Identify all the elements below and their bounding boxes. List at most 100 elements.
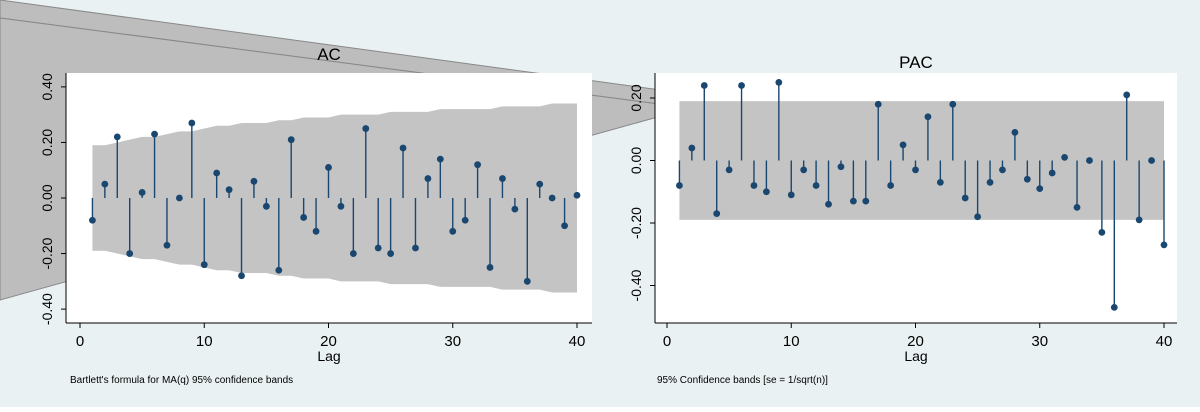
pac-xlabel: Lag <box>904 348 927 364</box>
pac-point-lag-19 <box>899 141 907 149</box>
ac-point-lag-12 <box>225 186 233 194</box>
ac-point-lag-36 <box>523 277 531 285</box>
pac-point-lag-24 <box>961 194 969 202</box>
ac-y-tick-label-2: 0.00 <box>39 184 55 211</box>
pac-point-lag-4 <box>713 210 721 218</box>
ac-point-lag-10 <box>200 261 208 269</box>
ac-point-lag-9 <box>188 119 196 127</box>
pac-x-tick-label-40: 40 <box>1156 333 1173 350</box>
pac-x-tick-label-30: 30 <box>1031 333 1048 350</box>
pac-point-lag-6 <box>738 82 745 89</box>
ac-point-lag-19 <box>312 227 320 235</box>
ac-x-tick-label-10: 10 <box>196 333 213 350</box>
pac-point-lag-2 <box>688 144 696 152</box>
ac-point-lag-24 <box>374 244 382 252</box>
pac-point-lag-26 <box>986 178 994 186</box>
pac-point-lag-7 <box>750 182 758 189</box>
ac-point-lag-39 <box>561 222 568 230</box>
ac-x-tick-label-40: 40 <box>569 333 586 350</box>
ac-point-lag-21 <box>337 202 345 210</box>
pac-point-lag-14 <box>837 163 845 171</box>
ac-point-lag-17 <box>287 136 295 144</box>
pac-note: 95% Confidence bands [se = 1/sqrt(n)] <box>657 375 828 386</box>
pac-point-lag-28 <box>1011 128 1019 136</box>
ac-point-lag-14 <box>250 177 258 185</box>
ac-point-lag-35 <box>511 205 519 213</box>
pac-point-lag-33 <box>1073 203 1081 211</box>
pac-point-lag-5 <box>725 166 733 174</box>
ac-point-lag-23 <box>362 125 370 132</box>
ac-point-lag-28 <box>424 175 432 182</box>
ac-stems <box>89 119 581 285</box>
ac-xlabel: Lag <box>317 348 340 364</box>
ac-x-tick-label-20: 20 <box>320 333 337 350</box>
ac-point-lag-13 <box>238 272 245 280</box>
ac-point-lag-4 <box>126 250 134 257</box>
pac-point-lag-37 <box>1123 91 1131 99</box>
pac-point-lag-18 <box>887 182 895 189</box>
pac-y-tick-label-2: 0.00 <box>628 147 644 174</box>
ac-point-lag-29 <box>436 155 444 163</box>
pac-point-lag-21 <box>924 113 932 121</box>
ac-point-lag-5 <box>138 189 146 196</box>
pac-x-tick-label-0: 0 <box>663 333 671 350</box>
pac-x-tick-label-20: 20 <box>907 333 924 350</box>
pac-point-lag-31 <box>1048 169 1056 177</box>
ac-point-lag-40 <box>573 191 581 199</box>
ac-point-lag-22 <box>349 250 357 257</box>
ac-point-lag-3 <box>113 133 121 141</box>
pac-point-lag-3 <box>700 82 708 89</box>
pac-point-lag-34 <box>1086 157 1093 164</box>
ac-note: Bartlett's formula for MA(q) 95% confide… <box>70 375 293 386</box>
ac-point-lag-38 <box>548 194 556 202</box>
ac-point-lag-37 <box>536 180 544 188</box>
pac-point-lag-13 <box>825 200 832 208</box>
pac-point-lag-29 <box>1023 175 1031 183</box>
ac-point-lag-18 <box>300 214 308 221</box>
pac-confidence-band <box>679 101 1164 220</box>
ac-point-lag-25 <box>387 250 395 257</box>
ac-point-lag-6 <box>151 130 158 138</box>
ac-y-tick-label-0: -0.40 <box>39 293 55 325</box>
pac-point-lag-36 <box>1110 303 1118 311</box>
pac-point-lag-32 <box>1061 153 1068 161</box>
pac-point-lag-38 <box>1135 216 1143 224</box>
ac-axes: 0 10 20 30 40 -0.40 -0.20 0.00 0.20 0.40 <box>39 73 592 350</box>
pac-point-lag-40 <box>1160 241 1168 249</box>
ac-point-lag-1 <box>89 216 96 224</box>
pac-point-lag-15 <box>849 197 857 205</box>
pac-band-area <box>679 101 1164 220</box>
ac-y-tick-label-4: 0.40 <box>39 73 55 100</box>
pac-point-lag-20 <box>912 166 919 174</box>
ac-point-lag-8 <box>176 194 183 202</box>
ac-point-lag-27 <box>412 244 419 252</box>
pac-y-tick-label-1: -0.20 <box>628 207 644 239</box>
ac-x-tick-label-30: 30 <box>444 333 461 350</box>
pac-point-lag-1 <box>676 182 683 189</box>
pac-point-lag-23 <box>949 100 957 108</box>
ac-point-lag-30 <box>449 227 457 235</box>
ac-y-tick-label-3: 0.20 <box>39 129 55 156</box>
pac-x-tick-label-10: 10 <box>783 333 800 350</box>
ac-y-tick-label-1: -0.20 <box>39 237 55 269</box>
pac-point-lag-30 <box>1036 185 1044 193</box>
pac-axes: 0 10 20 30 40 -0.40 -0.20 0.00 0.20 <box>628 73 1177 350</box>
ac-point-lag-34 <box>499 175 506 182</box>
ac-x-tick-label-0: 0 <box>76 333 84 350</box>
ac-point-lag-16 <box>275 266 283 274</box>
ac-confidence-band <box>92 103 578 293</box>
ac-point-lag-15 <box>262 202 270 210</box>
pac-title: PAC <box>899 53 933 72</box>
ac-point-lag-26 <box>399 144 407 152</box>
pac-point-lag-12 <box>812 182 820 189</box>
pac-point-lag-39 <box>1148 157 1155 164</box>
pac-point-lag-10 <box>787 191 795 199</box>
pac-point-lag-17 <box>874 100 882 108</box>
ac-title: AC <box>317 45 341 64</box>
pac-y-tick-label-3: 0.20 <box>628 84 644 111</box>
ac-point-lag-7 <box>163 241 171 249</box>
pac-point-lag-16 <box>862 197 870 205</box>
pac-point-lag-8 <box>763 188 770 196</box>
